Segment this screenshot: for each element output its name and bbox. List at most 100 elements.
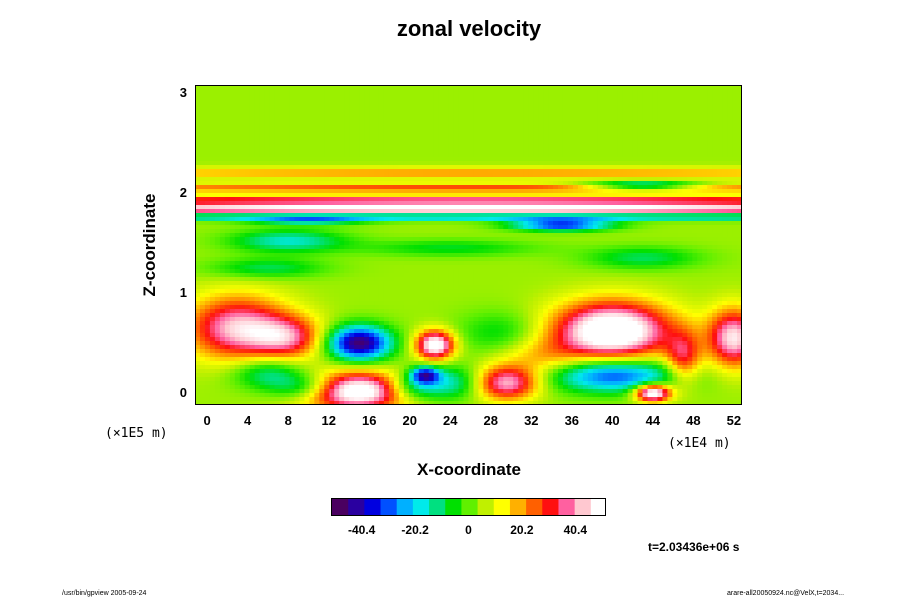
heatmap-cell [612, 121, 619, 126]
heatmap-cell [403, 117, 410, 122]
heatmap-cell [692, 253, 698, 258]
heatmap-cell [299, 265, 305, 270]
heatmap-cell [523, 89, 529, 94]
heatmap-cell [393, 225, 400, 230]
heatmap-cell [652, 257, 659, 262]
heatmap-cell [304, 245, 310, 250]
heatmap-cell [627, 213, 634, 218]
heatmap-cell [418, 125, 425, 130]
heatmap-cell [219, 93, 226, 98]
heatmap-cell [463, 93, 470, 98]
heatmap-cell [309, 149, 315, 154]
heatmap-cell [627, 233, 634, 238]
heatmap-cell [438, 213, 445, 218]
heatmap-cell [264, 209, 271, 214]
heatmap-cell [717, 197, 723, 202]
heatmap-cell [707, 121, 713, 126]
heatmap-cell [329, 185, 335, 190]
heatmap-cell [582, 245, 589, 250]
heatmap-cell [383, 137, 390, 142]
heatmap-cell [622, 177, 629, 182]
heatmap-cell [438, 229, 445, 234]
heatmap-cell [642, 85, 649, 90]
heatmap-cell [398, 117, 405, 122]
heatmap-cell [284, 265, 291, 270]
heatmap-cell [329, 193, 335, 198]
heatmap-cell [533, 169, 539, 174]
heatmap-cell [468, 197, 475, 202]
heatmap-cell [254, 193, 261, 198]
heatmap-cell [334, 169, 340, 174]
heatmap-cell [304, 233, 310, 238]
heatmap-cell [204, 221, 211, 226]
heatmap-cell [428, 257, 435, 262]
heatmap-cell [329, 205, 335, 210]
heatmap-cell [453, 185, 460, 190]
heatmap-cell [433, 85, 440, 90]
heatmap-cell [374, 217, 380, 222]
heatmap-cell [438, 153, 445, 158]
heatmap-cell [374, 97, 380, 102]
heatmap-cell [388, 129, 395, 134]
heatmap-cell [349, 85, 355, 90]
heatmap-cell [652, 225, 659, 230]
heatmap-cell [378, 257, 385, 262]
heatmap-cell [587, 261, 594, 266]
heatmap-cell [388, 205, 395, 210]
heatmap-cell [433, 245, 440, 250]
heatmap-cell [279, 245, 286, 250]
heatmap-cell [607, 157, 614, 162]
heatmap-cell [602, 181, 609, 186]
heatmap-cell [528, 97, 534, 102]
heatmap-cell [647, 197, 654, 202]
heatmap-cell [259, 129, 266, 134]
heatmap-cell [374, 149, 380, 154]
heatmap-cell [692, 201, 698, 206]
heatmap-cell [478, 133, 485, 138]
heatmap-cell [339, 101, 345, 106]
heatmap-cell [627, 125, 634, 130]
heatmap-cell [687, 241, 693, 246]
heatmap-cell [538, 209, 544, 214]
heatmap-cell [344, 153, 350, 158]
heatmap-cell [737, 153, 742, 158]
heatmap-cell [548, 93, 554, 98]
heatmap-cell [433, 181, 440, 186]
heatmap-cell [558, 221, 564, 226]
heatmap-cell [274, 193, 281, 198]
heatmap-cell [572, 201, 579, 206]
heatmap-cell [239, 225, 246, 230]
heatmap-cell [299, 113, 305, 118]
heatmap-cell [388, 97, 395, 102]
heatmap-cell [408, 125, 415, 130]
heatmap-cell [622, 221, 629, 226]
heatmap-cell [712, 241, 718, 246]
heatmap-cell [433, 185, 440, 190]
heatmap-cell [607, 141, 614, 146]
heatmap-cell [518, 121, 524, 126]
heatmap-cell [582, 157, 589, 162]
heatmap-cell [657, 229, 664, 234]
heatmap-cell [224, 209, 231, 214]
heatmap-cell [528, 145, 534, 150]
heatmap-cell [667, 153, 673, 158]
heatmap-cell [528, 225, 534, 230]
heatmap-cell [558, 181, 564, 186]
heatmap-cell [617, 181, 624, 186]
heatmap-cell [428, 205, 435, 210]
heatmap-cell [369, 169, 375, 174]
heatmap-cell [488, 149, 494, 154]
heatmap-cell [503, 241, 509, 246]
heatmap-cell [483, 253, 489, 258]
heatmap-cell [627, 149, 634, 154]
heatmap-cell [438, 173, 445, 178]
heatmap-cell [468, 181, 475, 186]
heatmap-cell [468, 221, 475, 226]
heatmap-cell [637, 261, 644, 266]
heatmap-cell [398, 149, 405, 154]
heatmap-cell [612, 253, 619, 258]
heatmap-cell [712, 161, 718, 166]
heatmap-cell [582, 189, 589, 194]
heatmap-cell [632, 245, 639, 250]
heatmap-cell [324, 101, 330, 106]
